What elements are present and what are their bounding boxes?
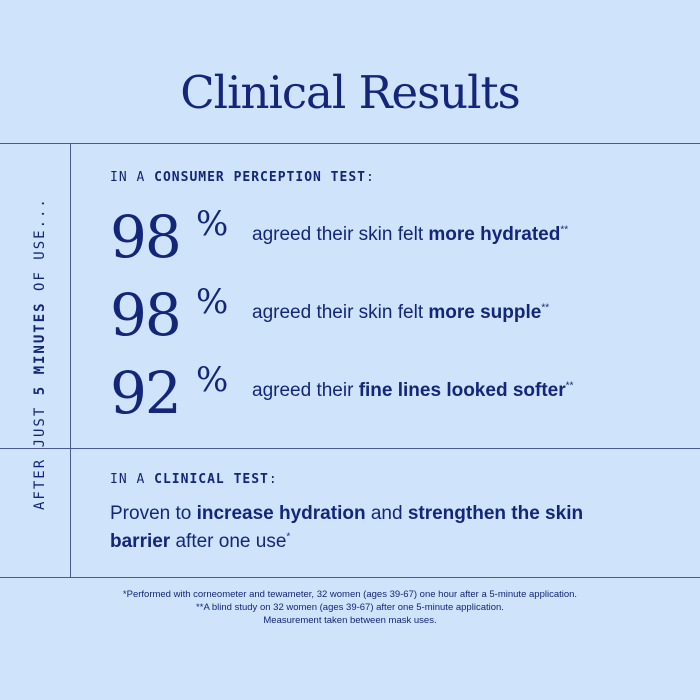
middle-divider — [0, 448, 700, 449]
stat-supple: 98 % agreed their skin felt more supple*… — [110, 280, 670, 350]
footnote-mark: * — [286, 531, 291, 543]
footnote-3: Measurement taken between mask uses. — [263, 615, 437, 626]
clinical-result-text: Proven to increase hydration and strengt… — [110, 500, 630, 556]
stat-hydrated: 98 % agreed their skin felt more hydrate… — [110, 202, 670, 272]
clinical-text-3: after one use — [170, 531, 287, 552]
stat-text-plain: agreed their skin felt — [252, 302, 429, 323]
clinical-text-1: Proven to — [110, 503, 197, 524]
clinical-bold-1: increase hydration — [196, 503, 366, 524]
stat-fine-lines: 92 % agreed their fine lines looked soft… — [110, 358, 670, 428]
stat-text-bold: fine lines looked softer — [358, 380, 566, 401]
consumer-label-bold: CONSUMER PERCEPTION TEST — [154, 170, 366, 185]
footnote-1: *Performed with corneometer and tewamete… — [122, 589, 578, 600]
stat-value: 92 — [110, 359, 182, 427]
top-divider — [0, 143, 700, 144]
stat-unit: % — [196, 360, 229, 400]
consumer-label-prefix: IN A — [110, 170, 155, 185]
footnote-mark: ** — [560, 224, 569, 236]
clinical-bold-2: strengthen the skin barrier — [110, 503, 584, 552]
stat-text-plain: agreed their skin felt — [252, 224, 429, 245]
side-label-after: OF USE... — [32, 197, 48, 302]
footnote-2: **A blind study on 32 women (ages 39-67)… — [196, 602, 504, 613]
stat-text-plain: agreed their — [252, 380, 359, 401]
stat-unit: % — [196, 204, 229, 244]
clinical-text-2: and — [365, 503, 408, 524]
consumer-label-suffix: : — [365, 170, 375, 185]
clinical-label-bold: CLINICAL TEST — [154, 472, 269, 487]
footnote-mark: ** — [541, 302, 550, 314]
vertical-divider — [70, 143, 71, 578]
clinical-label-prefix: IN A — [110, 472, 155, 487]
bottom-divider — [0, 577, 700, 578]
clinical-label-suffix: : — [268, 472, 278, 487]
side-label: AFTER JUST 5 MINUTES OF USE... — [32, 197, 48, 510]
side-label-bold: 5 MINUTES — [32, 301, 48, 396]
side-label-before: AFTER JUST — [32, 395, 48, 510]
stat-text: agreed their skin felt more supple** — [252, 302, 549, 324]
stat-text-bold: more hydrated — [428, 224, 561, 245]
consumer-test-label: IN A CONSUMER PERCEPTION TEST: — [110, 170, 375, 185]
footnotes: *Performed with corneometer and tewamete… — [0, 588, 700, 627]
stat-value: 98 — [110, 203, 182, 271]
stat-value: 98 — [110, 281, 182, 349]
page-title: Clinical Results — [180, 66, 520, 119]
stat-unit: % — [196, 282, 229, 322]
stat-text: agreed their skin felt more hydrated** — [252, 224, 568, 246]
footnote-mark: ** — [565, 380, 574, 392]
stat-text-bold: more supple — [428, 302, 542, 323]
clinical-test-label: IN A CLINICAL TEST: — [110, 472, 278, 487]
stat-text: agreed their fine lines looked softer** — [252, 380, 573, 402]
